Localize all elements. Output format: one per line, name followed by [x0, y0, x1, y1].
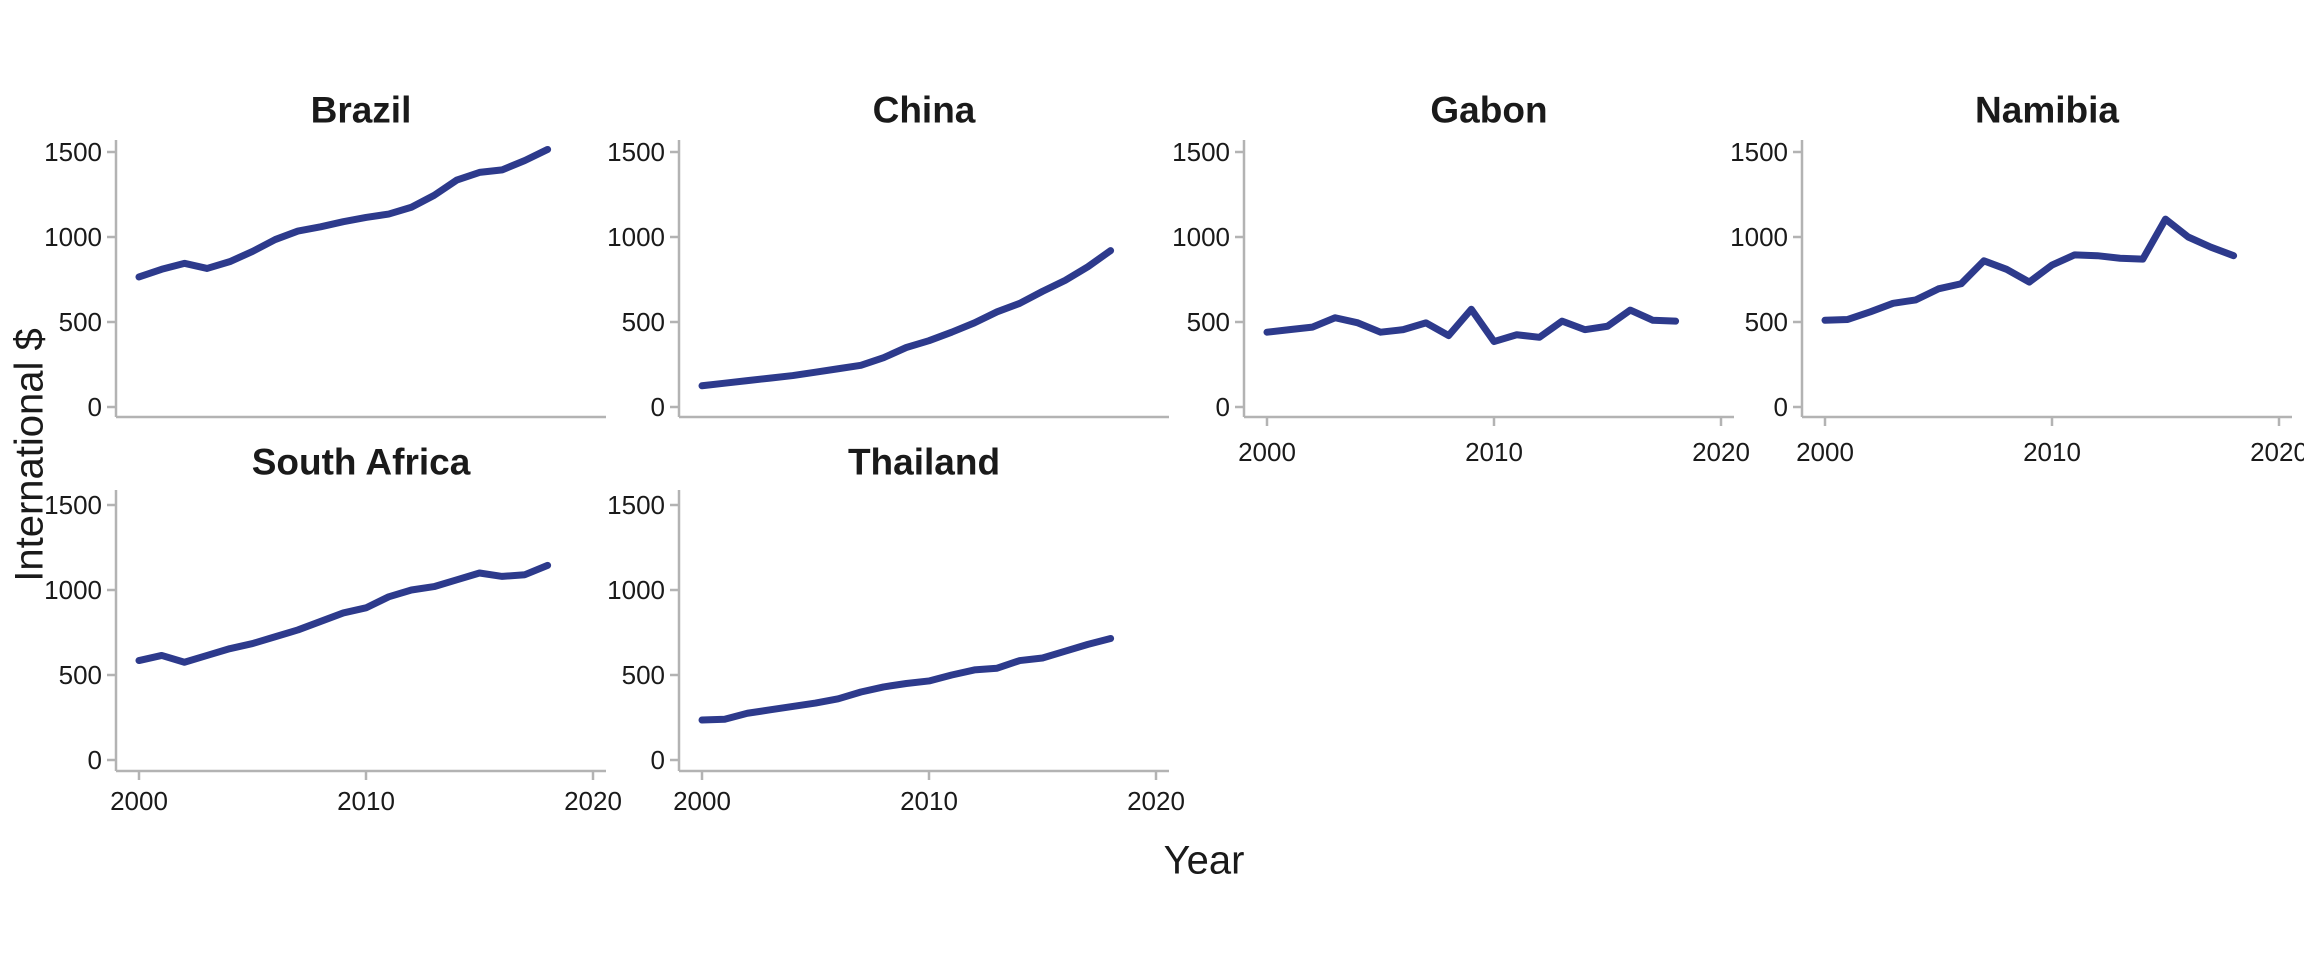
y-tick-label: 1500 [1730, 137, 1788, 167]
x-tick-label: 2000 [673, 786, 731, 816]
x-tick-label: 2020 [1127, 786, 1185, 816]
y-tick-label: 0 [88, 392, 102, 422]
x-tick-label: 2010 [337, 786, 395, 816]
y-tick-label: 500 [622, 660, 665, 690]
y-tick-label: 500 [59, 307, 102, 337]
y-tick-label: 1500 [1172, 137, 1230, 167]
y-tick-label: 0 [88, 745, 102, 775]
facet-title-china: China [873, 90, 976, 131]
y-tick-label: 1500 [44, 490, 102, 520]
y-tick-label: 500 [1745, 307, 1788, 337]
facet-panel-brazil: Brazil 0 500 1000 1500 [44, 90, 606, 422]
facet-panel-south-africa: South Africa 0 500 1000 1500 2000 2010 2020 [44, 442, 622, 817]
y-tick-label: 500 [59, 660, 102, 690]
x-tick-label: 2010 [2023, 437, 2081, 467]
x-tick-label: 2020 [564, 786, 622, 816]
y-tick-label: 1000 [44, 222, 102, 252]
x-tick-label: 2010 [1465, 437, 1523, 467]
y-tick-label: 0 [1216, 392, 1230, 422]
x-tick-label: 2000 [110, 786, 168, 816]
y-tick-label: 1500 [607, 137, 665, 167]
y-tick-label: 1000 [1172, 222, 1230, 252]
facet-title-thailand: Thailand [848, 442, 1000, 483]
x-tick-label: 2020 [2250, 437, 2304, 467]
x-tick-label: 2000 [1238, 437, 1296, 467]
y-tick-label: 0 [651, 745, 665, 775]
data-line-brazil [135, 145, 552, 281]
facet-title-gabon: Gabon [1430, 90, 1547, 131]
x-tick-label: 2000 [1796, 437, 1854, 467]
facet-title-south-africa: South Africa [252, 442, 471, 483]
y-tick-label: 500 [622, 307, 665, 337]
y-tick-label: 0 [1774, 392, 1788, 422]
facet-title-brazil: Brazil [311, 90, 412, 131]
data-line-thailand [698, 634, 1115, 724]
y-tick-label: 1500 [607, 490, 665, 520]
data-line-south-africa [135, 561, 552, 666]
x-tick-label: 2010 [900, 786, 958, 816]
data-line-gabon [1263, 305, 1680, 346]
y-tick-label: 500 [1187, 307, 1230, 337]
y-axis-title: International $ [7, 328, 52, 582]
y-tick-label: 1000 [1730, 222, 1788, 252]
facet-panel-gabon: Gabon 0 500 1000 1500 2000 2010 2020 [1172, 90, 1750, 468]
y-tick-label: 1000 [607, 575, 665, 605]
facet-title-namibia: Namibia [1975, 90, 2119, 131]
facet-panel-china: China 0 500 1000 1500 [607, 90, 1169, 422]
facet-panel-thailand: Thailand 0 500 1000 1500 2000 2010 2020 [607, 442, 1185, 817]
y-tick-label: 1500 [44, 137, 102, 167]
x-tick-label: 2020 [1692, 437, 1750, 467]
data-line-namibia [1821, 215, 2238, 324]
y-tick-label: 0 [651, 392, 665, 422]
y-tick-label: 1000 [44, 575, 102, 605]
y-tick-label: 1000 [607, 222, 665, 252]
data-line-china [698, 247, 1115, 390]
x-axis-title: Year [1163, 838, 1245, 883]
facet-panel-namibia: Namibia 0 500 1000 1500 2000 2010 2020 [1730, 90, 2304, 468]
